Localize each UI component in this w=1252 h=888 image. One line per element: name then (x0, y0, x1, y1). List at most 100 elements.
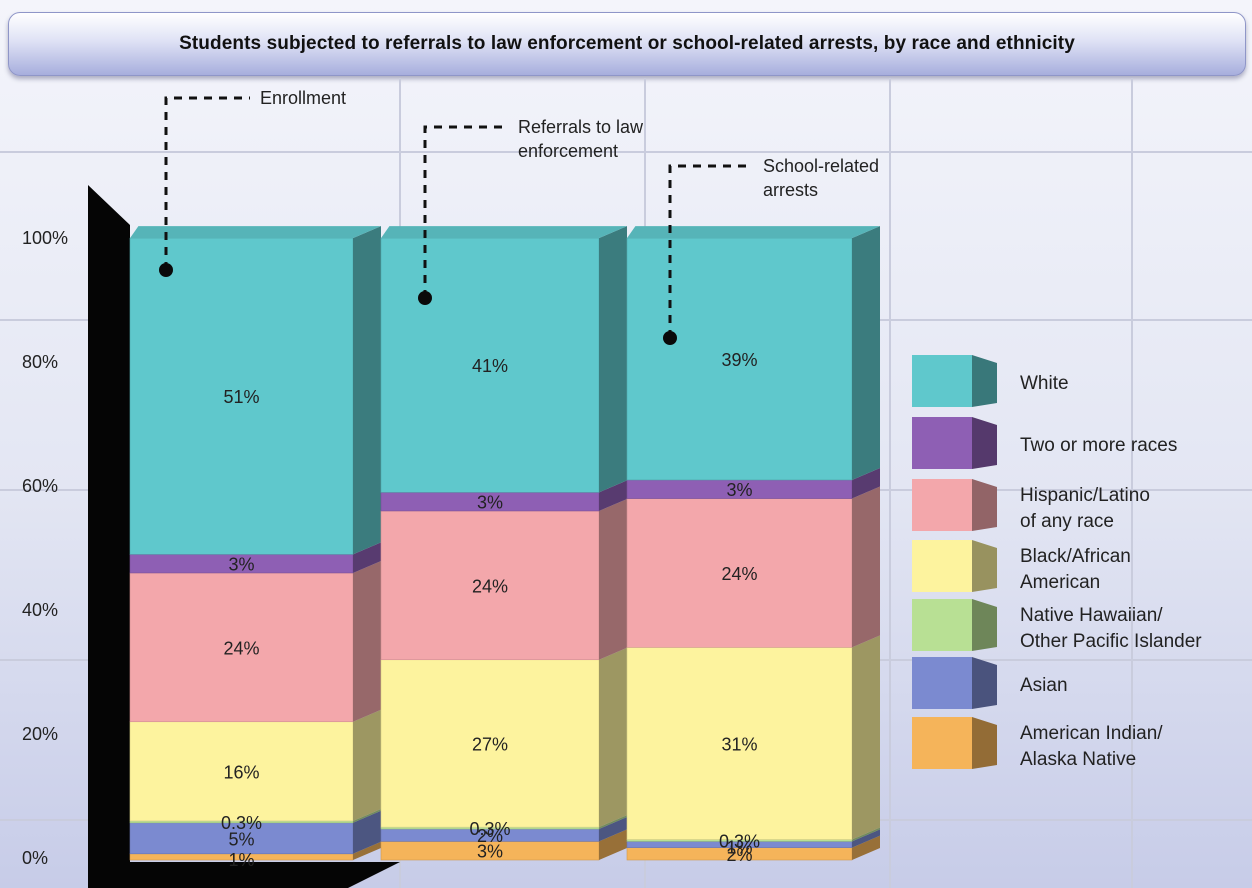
chart-wall (88, 185, 400, 888)
bar-segment-side (353, 226, 381, 555)
legend-swatch (912, 479, 972, 531)
category-annotation: School-related arrests (663, 156, 879, 345)
bar-stack: 3%2%0.3%27%24%3%41% (380, 226, 627, 862)
bar-stack: 2%1%0.3% 31% 24% 3% 39% (626, 226, 880, 865)
bar-segment-side (353, 560, 381, 722)
bar-segment-side (599, 829, 627, 860)
data-label: 31% (721, 734, 757, 754)
bar-segment (129, 237, 354, 555)
category-label: School-related (763, 156, 879, 176)
legend-item: Black/African American (912, 540, 1131, 593)
legend-label: Native Hawaiian/ (1020, 605, 1163, 626)
chart-title: Students subjected to referrals to law e… (179, 33, 1075, 54)
bar-segment-side (599, 815, 627, 829)
bar-segment-side (353, 808, 381, 823)
legend-item: Asian (912, 657, 1068, 709)
bar-segment-side (353, 542, 381, 573)
data-label: 2% (726, 845, 752, 865)
legend-swatch (912, 717, 972, 769)
category-annotation: Referrals to law enforcement (418, 117, 644, 305)
legend-item: American Indian/Alaska Native (912, 717, 1163, 770)
data-label: 24% (721, 564, 757, 584)
leader-line (668, 164, 753, 338)
legend-item: Two or more races (912, 417, 1177, 469)
category-label: Referrals to law (518, 117, 644, 137)
y-tick-label: 80% (22, 352, 58, 372)
bar-segment-side (599, 647, 627, 828)
data-label: 0.3% (221, 813, 262, 833)
bar-top-face (627, 226, 880, 239)
bar-segment (380, 237, 600, 493)
data-label: 3% (477, 842, 503, 862)
legend-swatch-side (972, 479, 997, 531)
category-label: Enrollment (260, 88, 346, 108)
bar-segment (380, 510, 600, 661)
legend-swatch (912, 540, 972, 592)
data-label: 24% (472, 576, 508, 596)
bar-segment (626, 498, 853, 648)
data-label: 41% (472, 356, 508, 376)
legend-item: Native Hawaiian/Other Pacific Islander (912, 599, 1202, 652)
bar-segment (626, 647, 853, 840)
data-label: 1% (726, 838, 752, 858)
legend-label: Hispanic/Latino (1020, 485, 1150, 506)
legend: White Two or more races Hispanic/Latino of … (912, 355, 1202, 770)
bar-segment-side (852, 827, 880, 842)
leader-dot (159, 263, 173, 277)
bar-top-face (130, 226, 381, 239)
bar-stack: 1%5%0.3% 16% 24% 3% 51% (129, 226, 381, 870)
data-label: 5% (228, 829, 254, 849)
data-label: 3% (228, 555, 254, 575)
legend-swatch (912, 355, 972, 407)
chart-title-bar: Students subjected to referrals to law e… (8, 12, 1246, 76)
data-label: 0.3% (469, 819, 510, 839)
bar-segment-side (599, 226, 627, 493)
legend-swatch (912, 657, 972, 709)
legend-label: Two or more races (1020, 435, 1177, 456)
bar-segment-side (353, 841, 381, 860)
bar-segment-side (353, 810, 381, 854)
data-label: 3% (726, 480, 752, 500)
data-label: 0.3% (719, 831, 760, 851)
data-label: 39% (721, 350, 757, 370)
bar-top-face (381, 226, 627, 239)
legend-swatch (912, 599, 972, 651)
bar-segment (129, 721, 354, 822)
y-tick-label: 60% (22, 476, 58, 496)
leader-line (423, 125, 508, 298)
legend-label: Black/African (1020, 546, 1131, 567)
legend-swatch-side (972, 657, 997, 709)
legend-label: Alaska Native (1020, 749, 1136, 770)
legend-item: White (912, 355, 1069, 407)
y-tick-label: 100% (22, 228, 68, 248)
data-label: 16% (223, 762, 259, 782)
chart-floor (88, 185, 400, 888)
bar-segment-side (852, 635, 880, 840)
leader-line (164, 96, 250, 270)
legend-label: American Indian/ (1020, 723, 1163, 744)
bar-segment-side (852, 467, 880, 499)
leader-dot (418, 291, 432, 305)
bar-segment-side (852, 835, 880, 860)
data-label: 3% (477, 493, 503, 513)
bar-segment-side (852, 226, 880, 480)
legend-label: Asian (1020, 675, 1068, 696)
category-annotations: Enrollment Referrals to law enforcement Sch… (159, 88, 879, 345)
category-label: enforcement (518, 141, 618, 161)
legend-swatch-side (972, 540, 997, 592)
legend-swatch-side (972, 417, 997, 469)
data-label: 51% (223, 387, 259, 407)
legend-swatch-side (972, 717, 997, 769)
legend-swatch-side (972, 355, 997, 407)
bar-segment (626, 237, 853, 481)
data-label: 1% (228, 850, 254, 870)
bar-segment-side (599, 480, 627, 511)
y-tick-label: 20% (22, 724, 58, 744)
bar-segment-side (852, 829, 880, 848)
legend-label: American (1020, 572, 1100, 593)
leader-dot (663, 331, 677, 345)
legend-item: Hispanic/Latino of any race (912, 479, 1150, 532)
category-annotation: Enrollment (159, 88, 346, 277)
y-tick-label: 0% (22, 848, 48, 868)
